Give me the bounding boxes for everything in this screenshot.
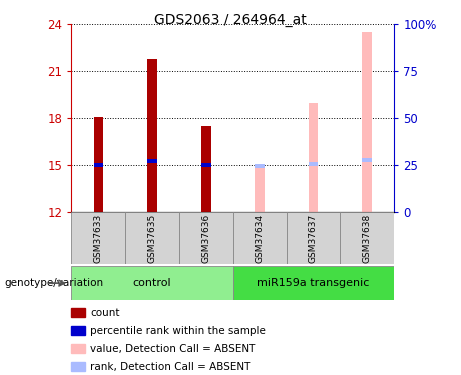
Bar	[71, 266, 233, 300]
Bar	[287, 212, 340, 264]
Text: miR159a transgenic: miR159a transgenic	[257, 278, 370, 288]
Bar	[233, 266, 394, 300]
Text: count: count	[90, 308, 119, 318]
Text: genotype/variation: genotype/variation	[5, 278, 104, 288]
Text: value, Detection Call = ABSENT: value, Detection Call = ABSENT	[90, 344, 255, 354]
Bar	[71, 308, 85, 317]
Bar	[71, 326, 85, 335]
Bar	[71, 344, 85, 353]
Bar	[362, 158, 372, 162]
Text: control: control	[133, 278, 171, 288]
Bar	[201, 126, 211, 212]
Bar	[94, 117, 103, 212]
Text: GSM37637: GSM37637	[309, 213, 318, 263]
Text: GSM37634: GSM37634	[255, 213, 264, 262]
Bar	[148, 159, 157, 163]
Bar	[125, 212, 179, 264]
Text: GSM37638: GSM37638	[363, 213, 372, 263]
Text: GSM37633: GSM37633	[94, 213, 103, 263]
Bar	[362, 32, 372, 212]
Bar	[148, 59, 157, 212]
Bar	[201, 163, 211, 167]
Bar	[233, 212, 287, 264]
Text: percentile rank within the sample: percentile rank within the sample	[90, 326, 266, 336]
Bar	[94, 163, 103, 167]
Bar	[255, 168, 265, 212]
Bar	[340, 212, 394, 264]
Bar	[71, 362, 85, 371]
Bar	[309, 162, 318, 166]
Bar	[71, 212, 125, 264]
Bar	[255, 164, 265, 168]
Text: GDS2063 / 264964_at: GDS2063 / 264964_at	[154, 13, 307, 27]
Text: GSM37635: GSM37635	[148, 213, 157, 263]
Text: rank, Detection Call = ABSENT: rank, Detection Call = ABSENT	[90, 362, 250, 372]
Bar	[309, 102, 318, 212]
Text: GSM37636: GSM37636	[201, 213, 210, 263]
Bar	[179, 212, 233, 264]
